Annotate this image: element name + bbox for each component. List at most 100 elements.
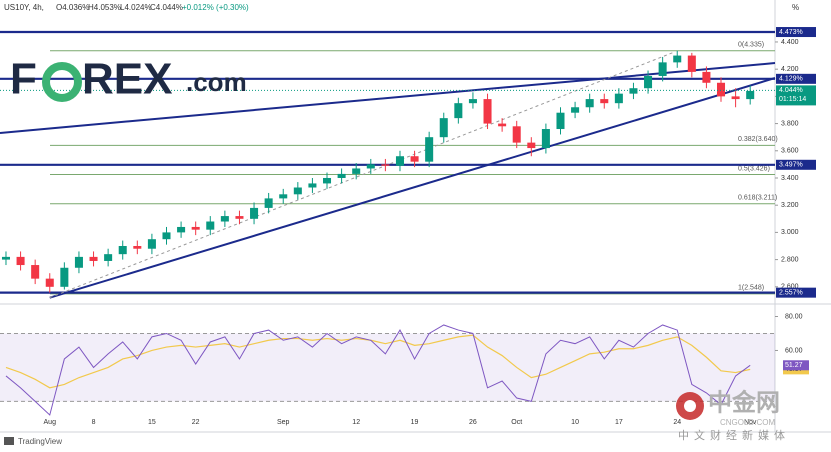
y-tick-label: 3.800 [781, 120, 799, 127]
rsi-band [0, 333, 775, 402]
y-tick-label: 3.600 [781, 148, 799, 155]
candle-body [425, 137, 434, 162]
x-tick-label: Aug [44, 419, 57, 426]
candle-body [191, 226, 200, 230]
candle-body [264, 198, 273, 208]
candle-body [381, 164, 390, 166]
x-tick-label: 10 [571, 419, 579, 426]
tradingview: TradingView [18, 437, 62, 446]
trendline [49, 77, 776, 299]
y-tick-label: 2.800 [781, 256, 799, 263]
level-box [776, 73, 816, 84]
x-tick-label: 19 [411, 419, 419, 426]
fib-label: 0.5(3.426) [738, 165, 770, 172]
y-tick-label: 2.600 [781, 284, 799, 291]
level-box [776, 287, 816, 298]
candle-body [498, 123, 507, 127]
candle-body [629, 88, 638, 94]
rsi-line [5, 324, 751, 416]
trendline [0, 62, 776, 134]
candle-body [716, 82, 726, 97]
y-tick-label: 4.400 [781, 39, 799, 46]
cn-site: CNGOLD.COM [720, 418, 775, 427]
logo-com: .com [186, 67, 247, 97]
candle-body [571, 107, 580, 113]
level-label: 4.129% [779, 76, 803, 83]
candle-body [133, 245, 142, 249]
candle-body [31, 265, 40, 279]
y-tick-label: 3.000 [781, 229, 799, 236]
ohlc-close: C4.044% [150, 3, 183, 12]
candle-body [483, 99, 492, 124]
cn-icon-inner [684, 400, 696, 412]
cn-tag: 中文财经新媒体 [678, 428, 790, 442]
x-tick-label: 17 [615, 419, 623, 426]
candle-body [60, 267, 69, 287]
ohlc-high: H4.053% [88, 3, 121, 12]
candle-body [585, 99, 594, 108]
logo-o [42, 62, 82, 102]
x-tick-label: 12 [352, 419, 360, 426]
logo-rex: REX [82, 55, 172, 104]
candle-body [366, 164, 375, 169]
candle-body [746, 90, 755, 100]
candle-body [600, 99, 609, 104]
countdown: 01:15:14 [779, 96, 806, 103]
x-tick-label: 8 [92, 419, 96, 426]
ohlc-open: O4.036% [56, 3, 89, 12]
candle-body [658, 62, 667, 76]
candle-body [220, 216, 229, 222]
candle-body [308, 183, 317, 188]
candle-body [177, 226, 186, 233]
candle-body [45, 278, 54, 287]
candle-body [16, 256, 25, 266]
candle-body [395, 156, 404, 166]
x-tick-label: 26 [469, 419, 477, 426]
candle-body [337, 173, 346, 178]
rsi-tick-label: 60.00 [785, 347, 803, 354]
candle-body [673, 55, 682, 63]
tv-icon [4, 437, 14, 445]
level-label: 3.497% [779, 162, 803, 169]
x-tick-label: 15 [148, 419, 156, 426]
x-tick-label: Sep [277, 419, 290, 426]
forex-logo: F REX .com [10, 55, 247, 104]
candle-body [439, 118, 448, 138]
candle-body [147, 239, 156, 249]
candle-body [702, 71, 711, 83]
symbol: US10Y, 4h, [4, 3, 44, 12]
candle-body [731, 96, 740, 100]
candle-body [235, 216, 244, 219]
x-tick-label: Oct [511, 419, 522, 426]
y-tick-label: 3.200 [781, 202, 799, 209]
cn-name: 中金网 [708, 388, 780, 416]
x-tick-label: Nov [744, 419, 757, 426]
candle-body [1, 256, 10, 260]
candle-body [410, 156, 419, 162]
candle-body [454, 103, 463, 119]
ohlc-low: L4.024% [120, 3, 152, 12]
level-label: 2.557% [779, 289, 803, 296]
fib-label: 0.382(3.640) [738, 136, 778, 143]
cn-logo: 中金网 CNGOLD.COM 中文财经新媒体 [676, 388, 790, 442]
rsi-tick-label: 80.00 [785, 313, 803, 320]
change: +0.012% (+0.30%) [182, 3, 249, 12]
level-label: 4.473% [779, 29, 803, 36]
candle-body [104, 254, 113, 261]
candle-body [323, 177, 332, 184]
candle-body [206, 221, 215, 230]
trendline [49, 51, 675, 299]
rsi-value-label: 51.27 [785, 362, 803, 369]
candle-body [527, 142, 536, 149]
candle-body [687, 55, 696, 72]
y-tick-label: 3.400 [781, 175, 799, 182]
candle-body [352, 168, 361, 174]
candle-body [293, 187, 302, 195]
last-price-label: 4.044% [779, 87, 803, 94]
last-price-box [776, 85, 816, 106]
fib-label: 0(4.335) [738, 42, 764, 49]
fib-label: 1(2.548) [738, 285, 764, 292]
candle-body [556, 112, 565, 130]
